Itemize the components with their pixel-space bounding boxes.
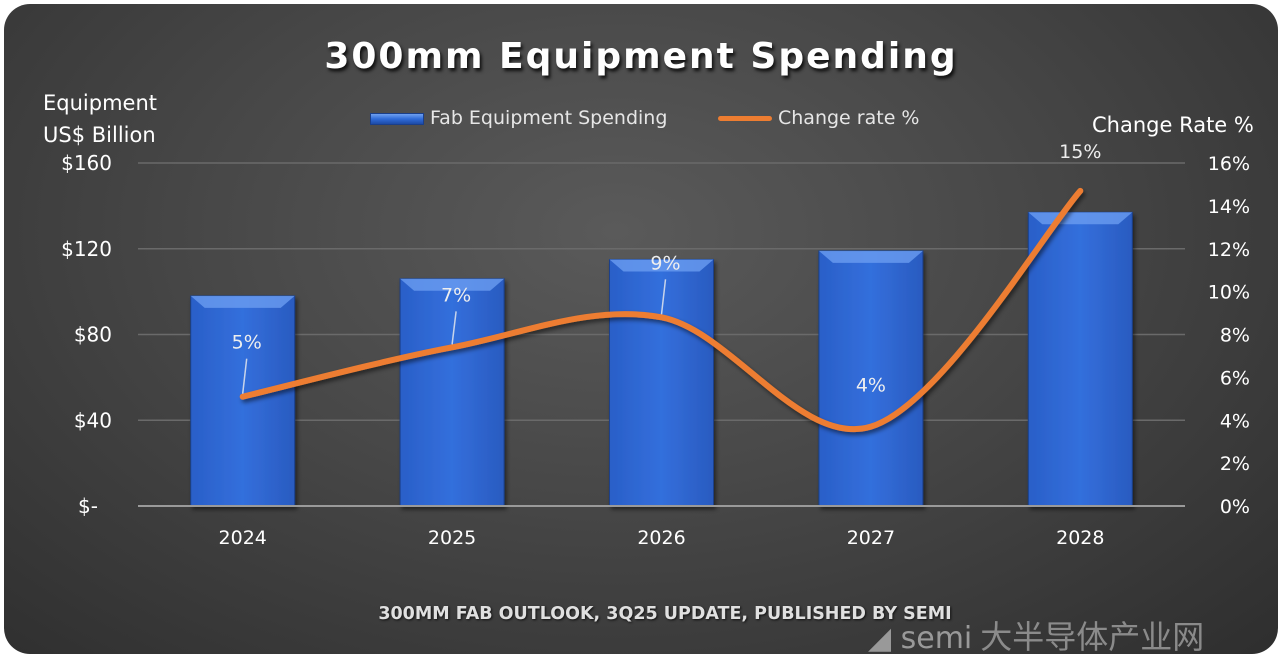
right-tick-label: 8% (1220, 325, 1250, 347)
bar-bevel (400, 278, 505, 291)
x-tick-label: 2027 (847, 527, 895, 549)
bar-bevel (609, 259, 714, 272)
right-tick-label: 10% (1208, 282, 1250, 304)
right-tick-label: 4% (1220, 410, 1250, 432)
bar-bevel (1028, 212, 1133, 225)
left-tick-label: $80 (74, 323, 112, 347)
left-tick-label: $- (78, 494, 98, 518)
x-tick-label: 2025 (428, 527, 476, 549)
legend-label-bars: Fab Equipment Spending (430, 107, 668, 129)
bar (609, 258, 714, 507)
right-tick-label: 12% (1208, 239, 1250, 261)
x-tick-label: 2026 (637, 527, 685, 549)
x-tick-label: 2028 (1056, 527, 1104, 549)
data-label-leader (660, 279, 667, 315)
left-tick-label: $120 (61, 237, 112, 261)
right-tick-label: 0% (1220, 496, 1250, 518)
legend-label-line: Change rate % (778, 107, 920, 129)
chart-title: 300mm Equipment Spending (324, 36, 958, 77)
right-tick-label: 2% (1220, 453, 1250, 475)
watermark: ◢ semi 大半导体产业网 (868, 612, 1204, 658)
chart-footer: 300MM FAB OUTLOOK, 3Q25 UPDATE, PUBLISHE… (378, 604, 952, 624)
data-label-leader (451, 311, 457, 345)
bar (1027, 211, 1133, 507)
bar (399, 278, 505, 507)
legend-bar-swatch (370, 112, 424, 125)
right-tick-label: 16% (1208, 153, 1250, 175)
semi-logo: ◢ semi (868, 621, 973, 656)
change-rate-line (239, 187, 1084, 433)
right-axis-title: Change Rate % (1092, 113, 1254, 137)
line-data-label: 15% (1059, 141, 1101, 163)
watermark-text: 大半导体产业网 (980, 618, 1205, 656)
left-axis-title-line1: Equipment (43, 91, 157, 115)
left-axis-title: Equipment US$ Billion (43, 87, 157, 151)
left-tick-label: $40 (74, 408, 112, 432)
legend-item-bars: Fab Equipment Spending (370, 107, 667, 129)
bar-bevel (190, 295, 295, 308)
data-label-leader (241, 358, 248, 394)
left-axis-title-line2: US$ Billion (43, 123, 156, 147)
legend-line-swatch (718, 116, 772, 121)
bar (190, 295, 296, 507)
left-tick-label: $160 (61, 151, 112, 175)
line-data-label: 5% (232, 332, 262, 354)
line-data-label: 4% (856, 375, 886, 397)
line-data-label: 9% (650, 252, 680, 274)
legend-item-line: Change rate % (718, 107, 919, 129)
bar (818, 250, 924, 507)
bar-bevel (818, 250, 923, 263)
right-tick-label: 6% (1220, 367, 1250, 389)
line-data-label: 7% (441, 284, 471, 306)
right-tick-label: 14% (1208, 196, 1250, 218)
x-tick-label: 2024 (219, 527, 267, 549)
